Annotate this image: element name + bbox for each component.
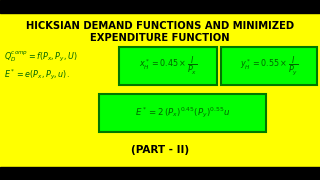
Text: $E^* = e(P_x, P_y, u).$: $E^* = e(P_x, P_y, u).$ xyxy=(4,68,70,82)
Text: $Q_D^{comp} = f(P_x, P_y, U)$: $Q_D^{comp} = f(P_x, P_y, U)$ xyxy=(4,50,78,64)
Text: HICKSIAN DEMAND FUNCTIONS AND MINIMIZED: HICKSIAN DEMAND FUNCTIONS AND MINIMIZED xyxy=(26,21,294,31)
Text: $x_H^* = 0.45 \times \dfrac{I}{P_x}$: $x_H^* = 0.45 \times \dfrac{I}{P_x}$ xyxy=(139,55,197,77)
Text: $E^* = 2\,(P_x)^{0.45}(P_y)^{0.55}u$: $E^* = 2\,(P_x)^{0.45}(P_y)^{0.55}u$ xyxy=(135,106,230,120)
Bar xyxy=(0,167,320,180)
FancyBboxPatch shape xyxy=(99,94,266,132)
Text: (PART - II): (PART - II) xyxy=(131,145,189,155)
FancyBboxPatch shape xyxy=(221,47,317,85)
FancyBboxPatch shape xyxy=(119,47,217,85)
Text: $y_H^* = 0.55 \times \dfrac{I}{P_y}$: $y_H^* = 0.55 \times \dfrac{I}{P_y}$ xyxy=(240,55,298,77)
Bar xyxy=(0,0,320,13)
Text: EXPENDITURE FUNCTION: EXPENDITURE FUNCTION xyxy=(90,33,230,43)
